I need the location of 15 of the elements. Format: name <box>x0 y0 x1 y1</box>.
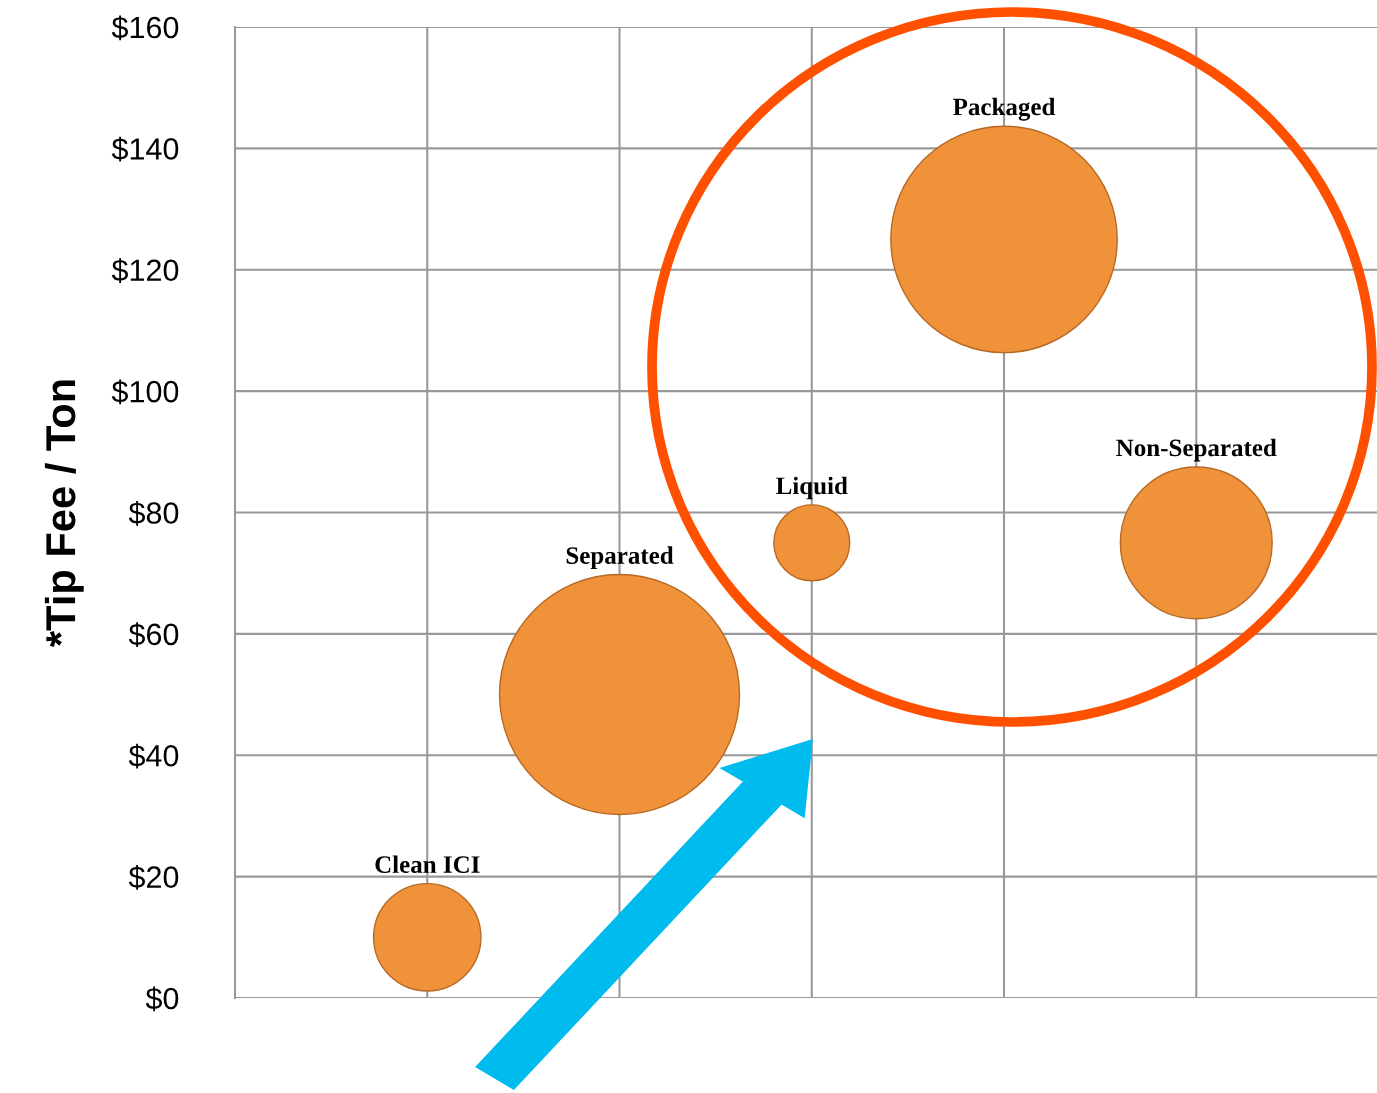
y-tick-label: $140 <box>111 136 179 162</box>
series-label: Liquid <box>776 476 848 500</box>
series-label: Non-Separated <box>1116 438 1277 462</box>
y-tick-label: $0 <box>145 986 179 1012</box>
series-label: Separated <box>566 546 674 570</box>
y-tick-label: $60 <box>128 622 179 648</box>
y-axis-title: *Tip Fee / Ton <box>44 380 84 648</box>
y-tick-label: $80 <box>128 500 179 526</box>
y-tick-label: $120 <box>111 258 179 283</box>
y-tick-label: $40 <box>128 743 179 769</box>
series-label: Clean ICI <box>375 855 480 874</box>
y-tick-label: $20 <box>128 865 179 890</box>
series-label: Packaged <box>953 97 1056 121</box>
y-tick-label: $100 <box>111 379 179 405</box>
y-tick-label: $160 <box>111 15 179 41</box>
